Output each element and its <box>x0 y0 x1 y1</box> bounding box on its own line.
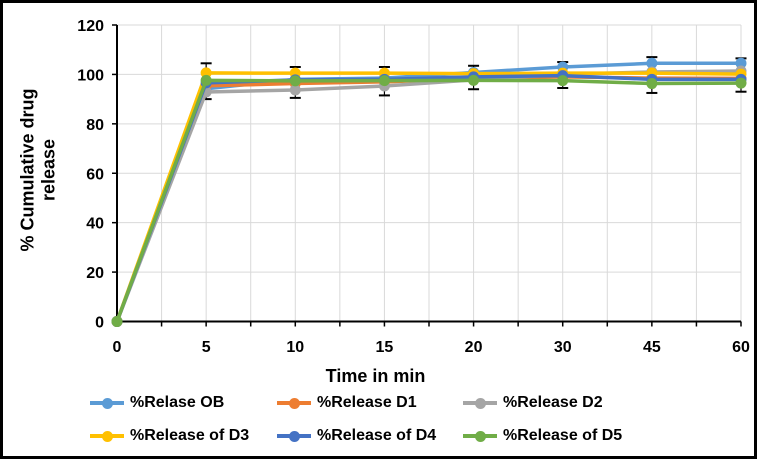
x-tick-label: 30 <box>554 339 572 356</box>
legend-label: %Relase OB <box>130 394 225 411</box>
y-axis-title-line-1: % Cumulative drug <box>17 88 38 252</box>
legend-marker-icon <box>90 430 124 442</box>
data-point-marker-icon <box>735 77 747 89</box>
legend-marker-icon <box>463 430 497 442</box>
legend-dot-icon <box>474 430 486 442</box>
legend-item-release-of-d4: %Release of D4 <box>277 427 436 445</box>
series-line <box>115 71 743 324</box>
data-point-marker-icon <box>289 84 301 96</box>
legend-label: %Release of D5 <box>503 427 623 444</box>
data-point-marker-icon <box>646 78 658 90</box>
legend-label: %Release D1 <box>317 394 417 411</box>
legend-item-release-d2: %Release D2 <box>463 394 603 412</box>
y-tick-label: 40 <box>86 216 104 233</box>
legend-item-relase-ob: %Relase OB <box>90 394 224 412</box>
legend-item-release-d1: %Release D1 <box>277 394 417 412</box>
data-point-marker-icon <box>468 74 480 86</box>
x-axis-title: Time in min <box>325 366 426 386</box>
data-point-marker-icon <box>111 316 123 327</box>
legend-dot-icon <box>288 397 300 409</box>
legend-dot-icon <box>101 397 113 409</box>
x-tick-label: 15 <box>376 339 394 356</box>
series-line <box>115 73 743 324</box>
legend-label: %Release of D3 <box>130 427 250 444</box>
x-tick-label: 20 <box>465 339 483 356</box>
y-tick-label: 60 <box>86 166 104 183</box>
y-axis-tick-labels: 0 20 40 60 80 100 120 <box>77 18 104 332</box>
legend-marker-icon <box>463 397 497 409</box>
legend-dot-icon <box>101 430 113 442</box>
y-tick-label: 80 <box>86 117 104 134</box>
x-tick-label: 45 <box>643 339 661 356</box>
series-line <box>115 61 743 324</box>
data-point-marker-icon <box>289 75 301 87</box>
x-tick-label: 10 <box>286 339 304 356</box>
legend-marker-icon <box>90 397 124 409</box>
x-axis-tick-labels: 0 5 10 15 20 30 45 60 <box>113 339 750 356</box>
series-line <box>115 78 743 324</box>
legend-marker-icon <box>277 397 311 409</box>
y-tick-label: 0 <box>95 315 104 332</box>
y-axis-title-line-2: release <box>38 138 59 202</box>
legend-label: %Release of D4 <box>317 427 437 444</box>
data-point-marker-icon <box>735 57 747 69</box>
data-point-marker-icon <box>378 75 390 87</box>
y-tick-label: 100 <box>77 67 104 84</box>
data-point-marker-icon <box>200 74 212 86</box>
y-tick-label: 20 <box>86 265 104 282</box>
x-tick-label: 5 <box>202 339 211 356</box>
series-release-of-d5 <box>111 74 747 327</box>
legend-label: %Release D2 <box>503 394 603 411</box>
legend-dot-icon <box>474 397 486 409</box>
data-point-marker-icon <box>646 57 658 69</box>
legend-dot-icon <box>288 430 300 442</box>
x-tick-label: 60 <box>732 339 750 356</box>
legend-marker-icon <box>277 430 311 442</box>
y-tick-label: 120 <box>77 18 104 35</box>
legend-item-release-of-d5: %Release of D5 <box>463 427 622 445</box>
data-point-marker-icon <box>557 75 569 87</box>
x-tick-label: 0 <box>113 339 122 356</box>
legend-item-release-of-d3: %Release of D3 <box>90 427 249 445</box>
